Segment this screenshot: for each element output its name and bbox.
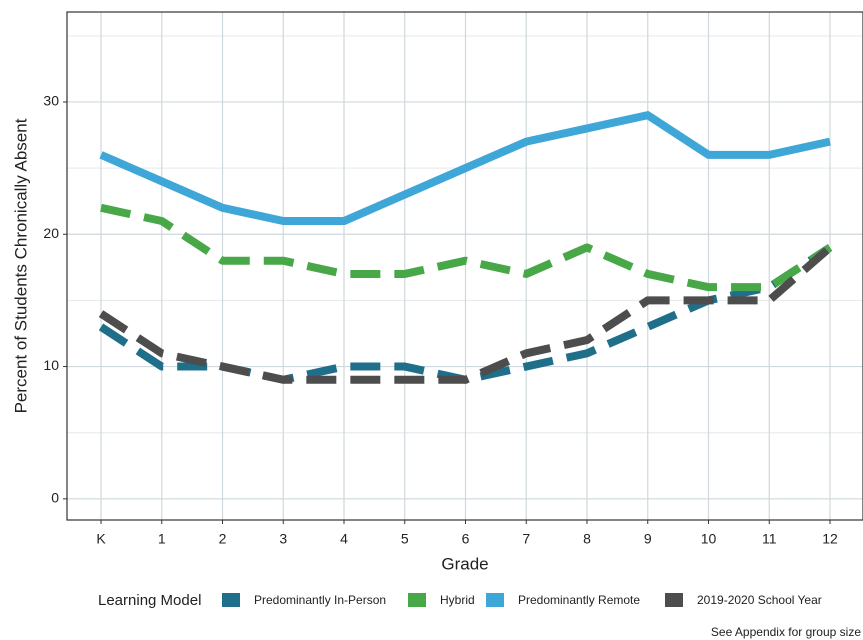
x-tick-label: 1: [158, 531, 166, 547]
legend-key: [408, 593, 426, 607]
legend-label: 2019-2020 School Year: [697, 593, 822, 607]
legend-title: Learning Model: [98, 592, 201, 609]
x-tick-label: 5: [401, 531, 409, 547]
x-tick-label: K: [96, 531, 106, 547]
x-tick-label: 8: [583, 531, 591, 547]
x-tick-label: 9: [644, 531, 652, 547]
legend-key: [665, 593, 683, 607]
x-axis-label: Grade: [441, 554, 488, 573]
x-tick-label: 12: [822, 531, 838, 547]
legend-key: [486, 593, 504, 607]
x-tick-label: 3: [279, 531, 287, 547]
series-line: [100, 203, 833, 292]
y-tick-label: 10: [43, 357, 59, 373]
caption: See Appendix for group size: [711, 625, 861, 639]
series-line: [98, 244, 833, 384]
x-tick-label: 6: [462, 531, 470, 547]
legend-label: Predominantly Remote: [518, 593, 640, 607]
legend-label: Predominantly In-Person: [254, 593, 386, 607]
x-tick-label: 4: [340, 531, 348, 547]
y-tick-label: 30: [43, 93, 59, 109]
series-line: [99, 111, 831, 226]
y-axis-label: Percent of Students Chronically Absent: [11, 118, 30, 413]
x-tick-label: 11: [762, 531, 777, 547]
x-tick-label: 10: [701, 531, 717, 547]
x-tick-label: 2: [219, 531, 227, 547]
legend-key: [222, 593, 240, 607]
y-tick-label: 0: [51, 490, 59, 506]
legend-label: Hybrid: [440, 593, 475, 607]
y-tick-label: 20: [43, 225, 59, 241]
x-tick-label: 7: [522, 531, 530, 547]
